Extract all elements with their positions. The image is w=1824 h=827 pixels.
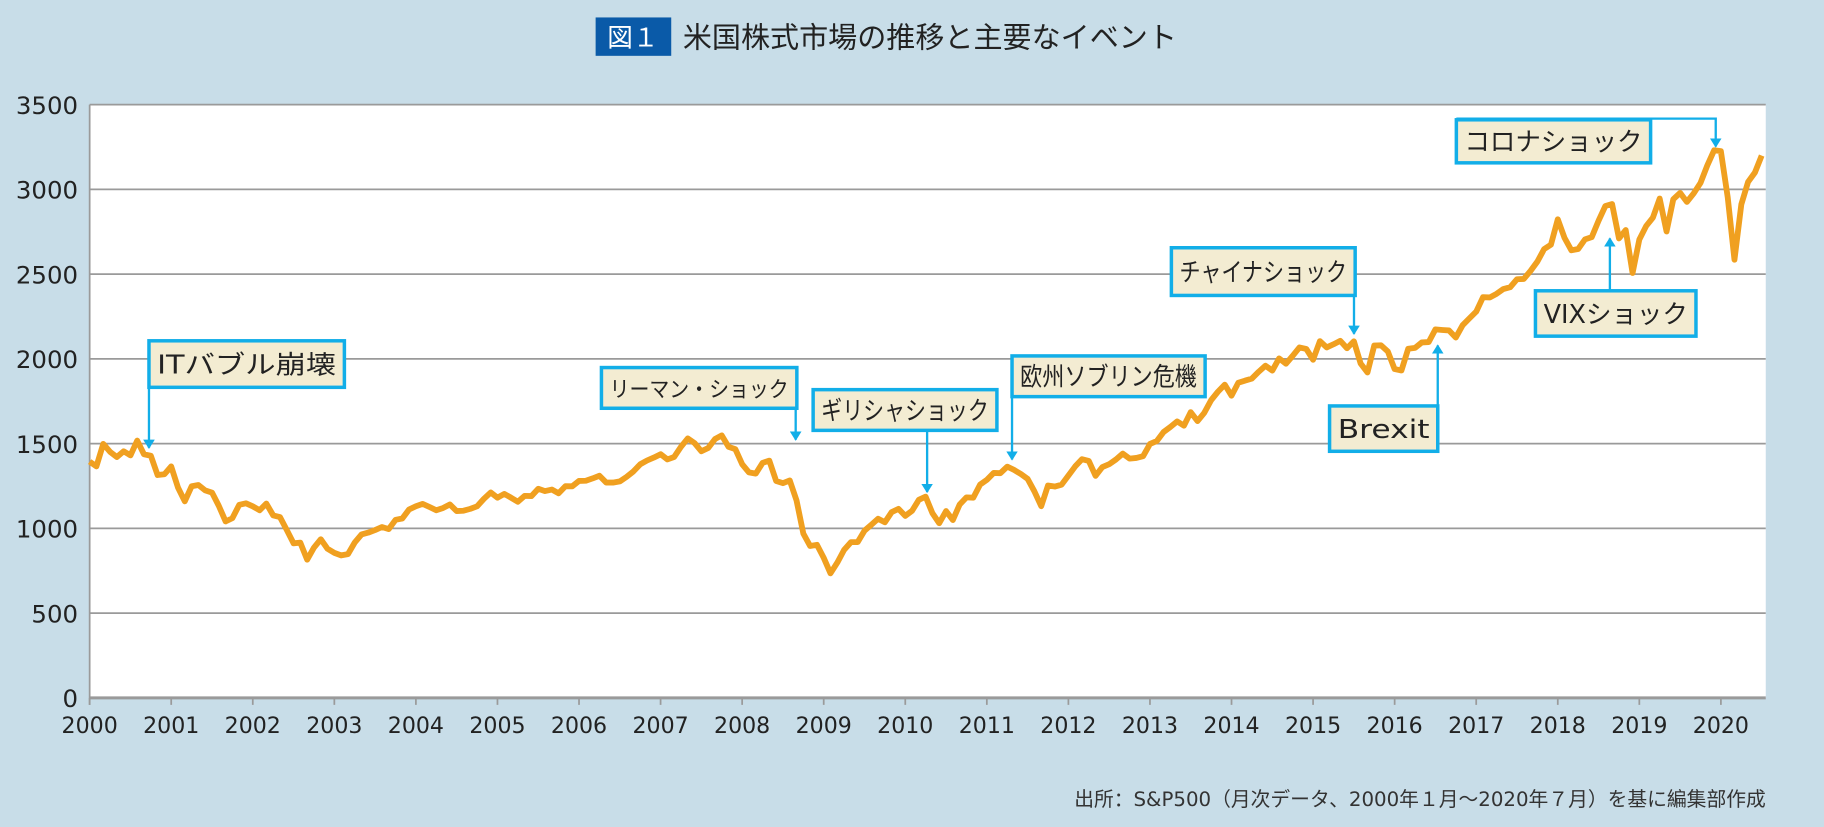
annotation: Brexit <box>1327 344 1444 454</box>
annotation: 欧州ソブリン危機 <box>1006 354 1207 461</box>
x-tick-label: 2009 <box>796 713 852 739</box>
annotation-label: Brexit <box>1338 415 1430 445</box>
y-tick-label: 1000 <box>16 515 78 544</box>
x-tick-label: 2006 <box>551 713 607 739</box>
annotation-label: コロナショック <box>1464 128 1642 158</box>
x-tick-label: 2012 <box>1040 713 1096 739</box>
annotation-box <box>1327 404 1440 454</box>
annotation-box <box>1454 118 1653 165</box>
y-tick-label: 2500 <box>16 260 78 289</box>
annotation-box <box>1169 246 1357 298</box>
annotation-box <box>599 365 799 411</box>
x-tick-label: 2004 <box>388 713 444 739</box>
annotation: ITバブル崩壊 <box>143 339 347 449</box>
x-tick-label: 2011 <box>959 713 1015 739</box>
source-note: 出所：S&P500（月次データ、2000年１月〜2020年７月）を基に編集部作成 <box>1074 788 1766 811</box>
annotation-label: ITバブル崩壊 <box>157 350 336 380</box>
x-tick-label: 2000 <box>62 713 118 739</box>
figure-badge: 図１ <box>607 24 658 54</box>
annotation: コロナショック <box>1454 117 1722 165</box>
annotation-label: リーマン・ショック <box>610 377 789 403</box>
x-tick-label: 2015 <box>1285 713 1341 739</box>
x-tick-label: 2010 <box>877 713 933 739</box>
series-line <box>87 147 1765 577</box>
x-tick-label: 2017 <box>1448 713 1504 739</box>
annotation-box <box>1533 289 1698 338</box>
x-tick-label: 2016 <box>1367 713 1423 739</box>
figure-badge-box <box>595 17 672 56</box>
annotation: ギリシャショック <box>811 387 999 494</box>
chart-title: 米国株式市場の推移と主要なイベント <box>683 21 1177 55</box>
y-tick-label: 1500 <box>16 430 78 459</box>
y-tick-label: 3000 <box>16 176 78 205</box>
annotation: VIXショック <box>1533 237 1698 338</box>
x-axis: 2000 2001 2002 2003 2004 2005 2006 2007 2008 2009… <box>62 697 1749 739</box>
annotation-label: VIXショック <box>1544 300 1688 330</box>
x-tick-label: 2007 <box>632 713 688 739</box>
annotation-label: チャイナショック <box>1180 258 1347 288</box>
x-tick-label: 2005 <box>469 713 525 739</box>
annotation-label: 欧州ソブリン危機 <box>1020 363 1197 393</box>
annotation: リーマン・ショック <box>599 365 802 441</box>
y-tick-label: 0 <box>62 684 78 713</box>
annotation-box <box>1010 354 1207 399</box>
x-tick-label: 2013 <box>1122 713 1178 739</box>
x-tick-label: 2002 <box>225 713 281 739</box>
x-tick-label: 2001 <box>143 713 199 739</box>
y-tick-label: 500 <box>31 599 78 628</box>
y-axis: 0 500 1000 1500 2000 2500 3000 3500 <box>16 91 78 713</box>
x-tick-label: 2003 <box>306 713 362 739</box>
x-tick-label: 2020 <box>1693 713 1749 739</box>
y-tick-label: 3500 <box>16 91 78 120</box>
x-tick-label: 2018 <box>1530 713 1586 739</box>
x-tick-label: 2019 <box>1611 713 1667 739</box>
annotation-label: ギリシャショック <box>821 396 988 426</box>
annotation-box <box>147 339 347 390</box>
annotation: チャイナショック <box>1169 246 1360 335</box>
x-tick-label: 2014 <box>1203 713 1259 739</box>
annotation-box <box>811 387 999 433</box>
y-tick-label: 2000 <box>16 345 78 374</box>
x-tick-label: 2008 <box>714 713 770 739</box>
